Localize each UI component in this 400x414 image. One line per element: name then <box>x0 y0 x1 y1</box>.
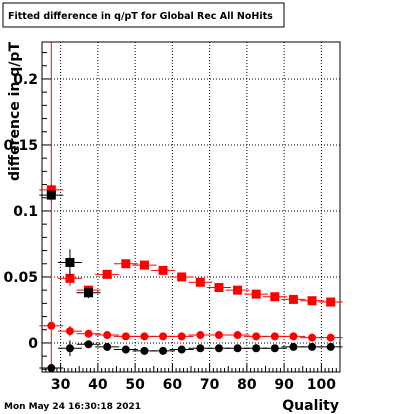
data-point-circle <box>270 332 279 341</box>
data-point-square <box>65 257 75 267</box>
y-tick-label: 0 <box>28 336 38 352</box>
timestamp: Mon May 24 16:30:18 2021 <box>4 402 141 412</box>
data-point-circle <box>47 364 56 373</box>
data-point-circle <box>140 346 149 355</box>
x-tick-label: 90 <box>274 377 294 393</box>
series-2 <box>39 321 343 342</box>
data-point-square <box>270 292 280 302</box>
data-point-circle <box>103 342 112 351</box>
x-tick-label: 100 <box>307 377 336 393</box>
data-point-square <box>65 273 75 283</box>
data-point-circle <box>121 345 130 354</box>
data-point-circle <box>196 344 205 353</box>
data-point-circle <box>270 344 279 353</box>
x-tick-label: 50 <box>125 377 145 393</box>
data-point-circle <box>177 332 186 341</box>
data-point-square <box>307 296 317 306</box>
data-point-circle <box>65 327 74 336</box>
data-point-circle <box>289 342 298 351</box>
data-point-square <box>233 285 243 295</box>
x-tick-label: 30 <box>51 377 71 393</box>
data-point-circle <box>84 340 93 349</box>
data-point-square <box>288 294 298 304</box>
data-point-square <box>139 260 149 270</box>
axis-ticks <box>42 52 337 372</box>
plot-frame <box>41 41 341 373</box>
x-tick-label: 80 <box>237 377 257 393</box>
data-point-circle <box>65 344 74 353</box>
data-point-circle <box>326 342 335 351</box>
chart-title: Fitted difference in q/pT for Global Rec… <box>8 11 273 22</box>
data-point-circle <box>47 321 56 330</box>
data-point-square <box>326 297 336 307</box>
data-point-circle <box>289 332 298 341</box>
data-point-square <box>251 289 261 299</box>
grid <box>42 42 340 372</box>
y-axis-title: difference in q/pT <box>7 42 23 181</box>
data-point-square <box>102 269 112 279</box>
data-point-square <box>177 272 187 282</box>
data-point-circle <box>233 331 242 340</box>
x-axis-title: Quality <box>282 398 339 414</box>
data-point-circle <box>214 344 223 353</box>
data-point-circle <box>214 331 223 340</box>
data-point-circle <box>308 342 317 351</box>
x-tick-label: 60 <box>163 377 183 393</box>
x-tick-label: 70 <box>200 377 220 393</box>
data-point-square <box>84 288 94 298</box>
series-3 <box>39 340 343 373</box>
data-point-circle <box>159 346 168 355</box>
data-point-circle <box>196 331 205 340</box>
data-point-circle <box>308 333 317 342</box>
data-point-circle <box>140 332 149 341</box>
data-point-circle <box>326 333 335 342</box>
y-tick-label: 0.1 <box>13 204 38 220</box>
y-tick-label: 0.15 <box>3 138 38 154</box>
y-tick-label: 0.2 <box>13 72 38 88</box>
y-tick-label: 0.05 <box>3 270 38 286</box>
data-point-circle <box>252 332 261 341</box>
x-tick-labels: 30 40 50 60 70 80 90 100 <box>51 377 336 393</box>
data-point-square <box>214 283 224 293</box>
data-point-circle <box>177 345 186 354</box>
data-point-circle <box>84 329 93 338</box>
data-series <box>39 184 343 373</box>
data-point-square <box>121 259 131 269</box>
data-point-square <box>195 277 205 287</box>
data-point-circle <box>103 331 112 340</box>
x-tick-label: 40 <box>88 377 108 393</box>
data-point-square <box>158 265 168 275</box>
data-point-circle <box>233 344 242 353</box>
title-box <box>2 2 285 28</box>
y-tick-labels: 0 0.05 0.1 0.15 0.2 <box>3 72 38 352</box>
data-point-circle <box>121 332 130 341</box>
data-point-circle <box>159 332 168 341</box>
series-1 <box>39 189 101 299</box>
data-point-square <box>46 190 56 200</box>
data-point-circle <box>252 344 261 353</box>
